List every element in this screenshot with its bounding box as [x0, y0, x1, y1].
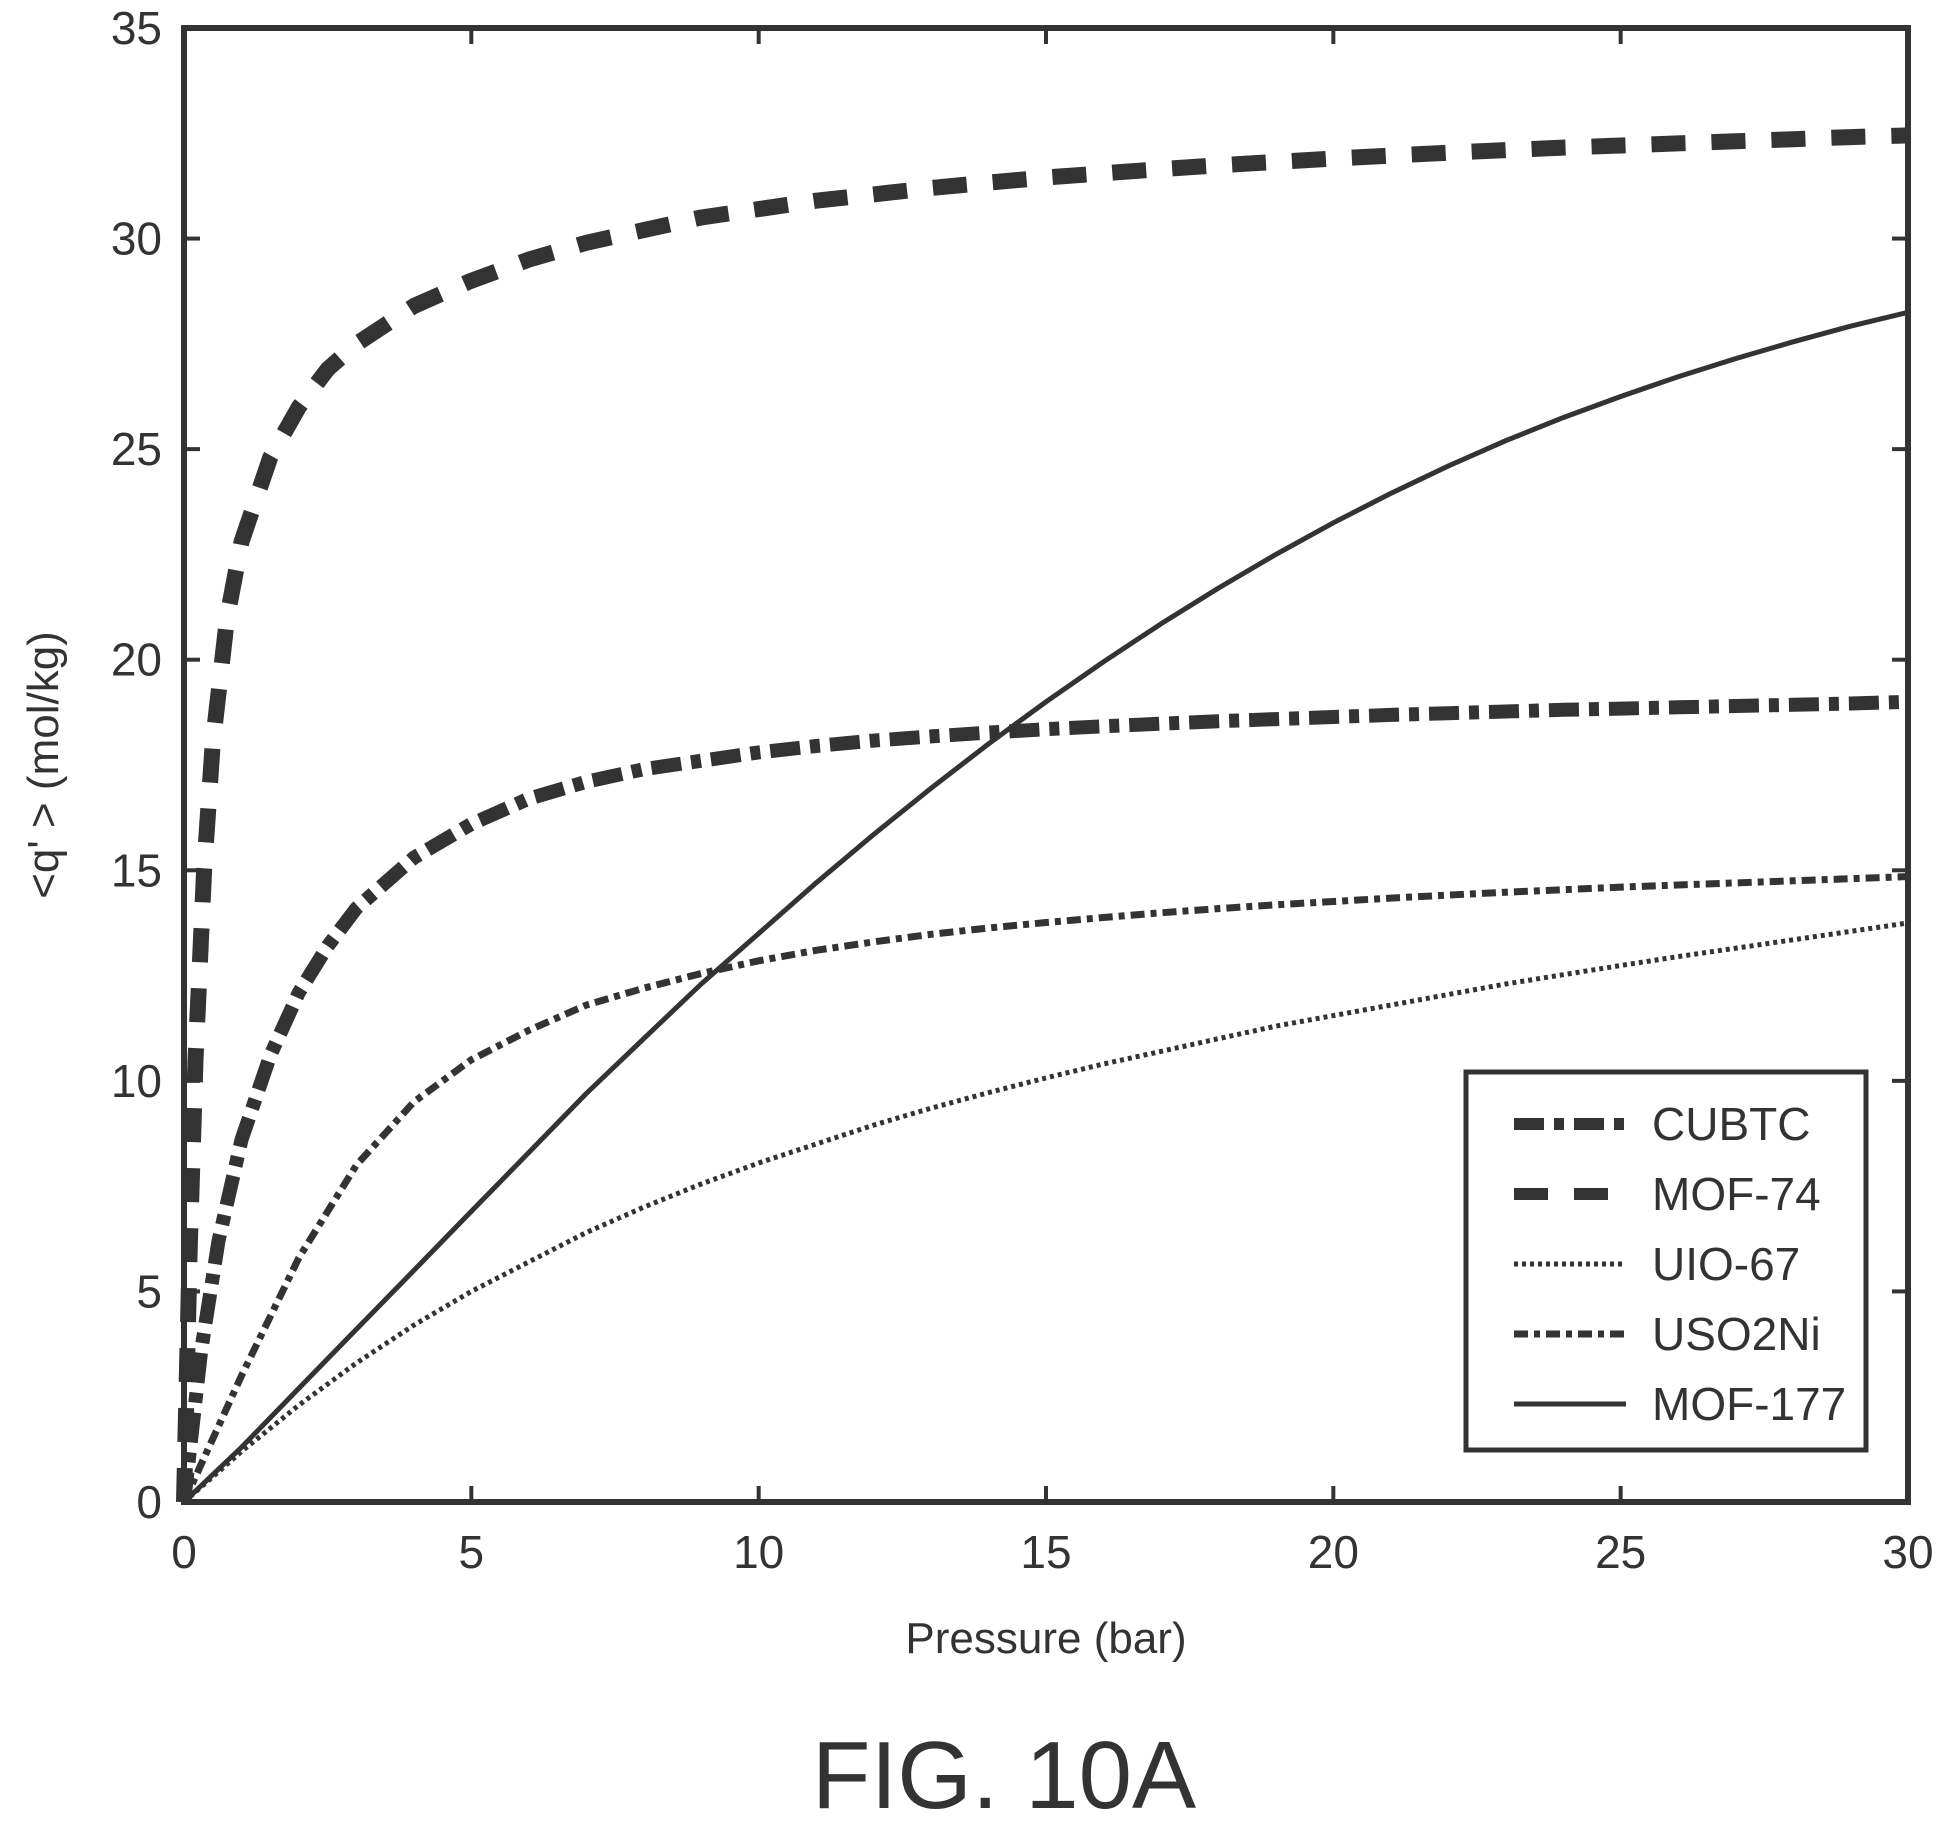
legend-label-uso2ni: USO2Ni: [1652, 1308, 1821, 1360]
y-axis-title: <q' > (mol/kg): [19, 631, 68, 899]
y-tick-label: 25: [111, 423, 162, 475]
y-tick-label: 20: [111, 634, 162, 686]
y-tick-label: 5: [136, 1265, 162, 1317]
tick-labels-layer: 0 5 10 15 20 25 30 0 5 10 15 20 25 30 35: [111, 2, 1934, 1578]
series-line-mof-177: [182, 309, 1909, 1504]
legend-box: [1463, 1069, 1869, 1453]
x-axis-title: Pressure (bar): [905, 1614, 1186, 1663]
legend: CUBTC MOF-74 UIO-67 USO2Ni MOF-177: [1463, 1069, 1869, 1453]
legend-label-mof-74: MOF-74: [1652, 1168, 1821, 1220]
series-layer: [176, 127, 1909, 1504]
legend-label-cubtc: CUBTC: [1652, 1098, 1810, 1150]
x-tick-label: 20: [1308, 1526, 1359, 1578]
y-tick-label: 30: [111, 213, 162, 265]
series-line-uio-67: [182, 920, 1909, 1504]
ticks-layer: [182, 26, 1910, 1504]
y-tick-label: 35: [111, 2, 162, 54]
x-tick-label: 10: [733, 1526, 784, 1578]
x-tick-label: 25: [1595, 1526, 1646, 1578]
x-tick-label: 0: [171, 1526, 197, 1578]
y-tick-label: 0: [136, 1476, 162, 1528]
series-line-mof-74: [176, 127, 1909, 1503]
y-tick-label: 15: [111, 844, 162, 896]
x-tick-label: 15: [1020, 1526, 1071, 1578]
x-tick-label: 30: [1882, 1526, 1933, 1578]
series-line-uso2ni: [180, 873, 1909, 1504]
series-line-cubtc: [177, 694, 1909, 1503]
figure-caption: FIG. 10A: [812, 1722, 1196, 1826]
x-tick-label: 5: [459, 1526, 485, 1578]
legend-label-uio-67: UIO-67: [1652, 1238, 1800, 1290]
y-tick-label: 10: [111, 1055, 162, 1107]
legend-label-mof-177: MOF-177: [1652, 1378, 1846, 1430]
